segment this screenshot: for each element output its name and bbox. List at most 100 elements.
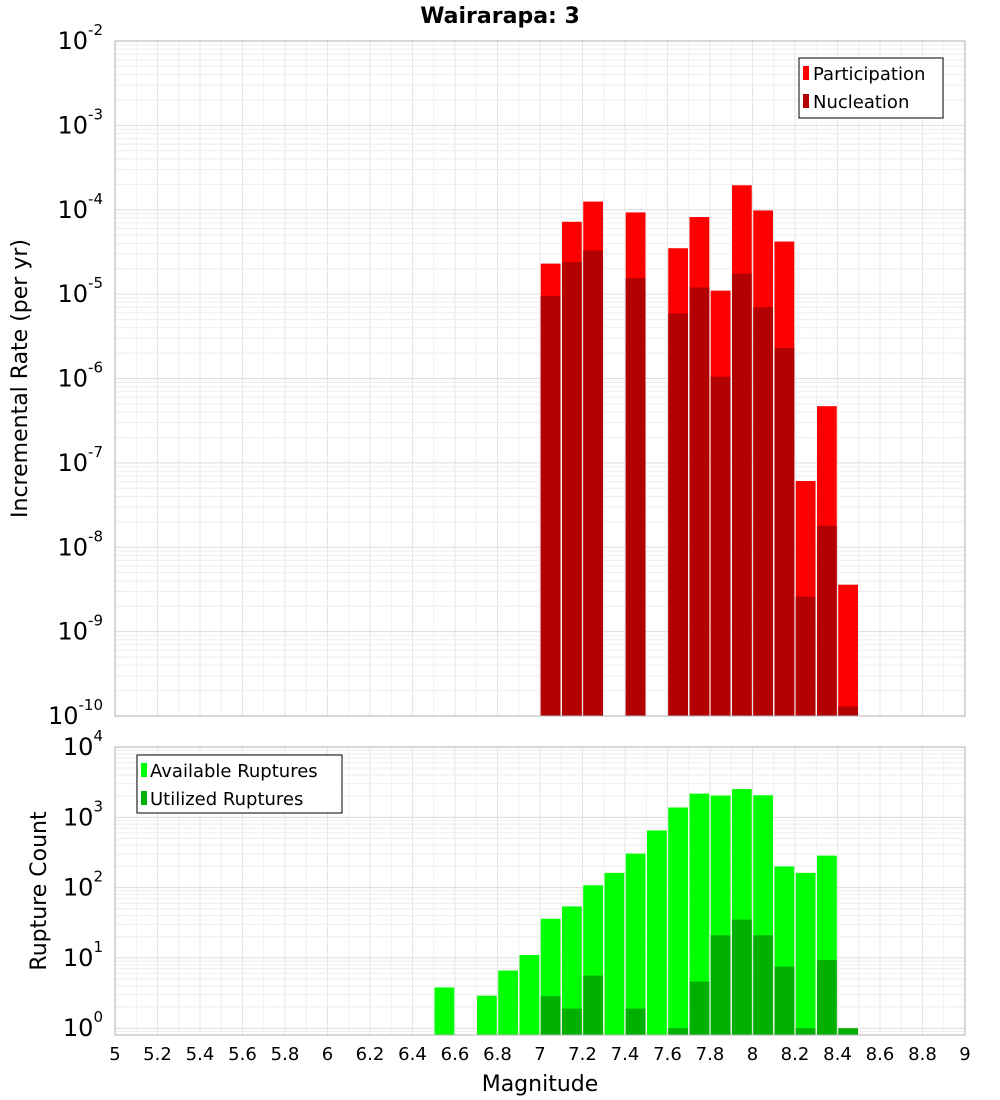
x-tick-label: 7.6: [653, 1044, 682, 1065]
bar-participation: [838, 584, 859, 716]
bar-nucleation: [795, 596, 816, 716]
bar-available-ruptures: [604, 872, 625, 1035]
x-tick-label: 8.2: [781, 1044, 810, 1065]
count-y-tick-label: 100: [63, 1008, 103, 1042]
x-tick-label: 7.4: [611, 1044, 640, 1065]
bar-available-ruptures: [625, 853, 646, 1035]
x-tick-label: 6.2: [356, 1044, 385, 1065]
x-tick-label: 5.6: [228, 1044, 257, 1065]
bar-available-ruptures: [689, 793, 710, 1035]
rate-y-ticks: 10-10 10-9 10-8 10-7 10-6 10-5 10-4 10-3 10-2: [48, 21, 103, 730]
x-tick-label: 6.6: [441, 1044, 470, 1065]
bar-nucleation: [816, 525, 837, 716]
bar-utilized-ruptures: [731, 919, 752, 1035]
bar-nucleation: [625, 278, 646, 716]
bar-available-ruptures: [434, 987, 455, 1035]
bar-nucleation: [774, 347, 795, 716]
rate-grid: [114, 40, 966, 717]
x-tick-label: 8.4: [823, 1044, 852, 1065]
x-tick-label: 6.4: [398, 1044, 427, 1065]
bar-nucleation: [668, 313, 689, 716]
x-axis-label: Magnitude: [482, 1072, 599, 1097]
bar-available-ruptures: [561, 906, 582, 1035]
legend-swatch-utilized-ruptures: [141, 791, 147, 805]
x-tick-label: 8: [747, 1044, 758, 1065]
x-tick-label: 8.8: [908, 1044, 937, 1065]
x-tick-label: 8.6: [866, 1044, 895, 1065]
bar-utilized-ruptures: [753, 935, 774, 1035]
count-legend: Available Ruptures Utilized Ruptures: [136, 754, 343, 814]
bar-utilized-ruptures: [668, 1028, 689, 1035]
count-y-tick-label: 102: [63, 868, 103, 902]
rate-y-tick-label: 10-10: [48, 696, 103, 730]
bar-utilized-ruptures: [583, 975, 604, 1035]
count-bars: [434, 789, 859, 1035]
bar-utilized-ruptures: [689, 981, 710, 1035]
bar-available-ruptures: [668, 807, 689, 1035]
bar-utilized-ruptures: [540, 996, 561, 1035]
x-tick-labels: 5 5.2 5.4 5.6 5.8 6 6.2 6.4 6.6 6.8 7 7.2 7.4 7.6 7.8 8…: [109, 1044, 970, 1065]
bar-available-ruptures: [519, 954, 540, 1035]
x-tick-label: 7: [534, 1044, 545, 1065]
count-panel: 100 101 102 103 104 5 5.2 5.4 5.6 5.8 6 6.2 6.4 6.6 6…: [27, 727, 971, 1097]
x-tick-label: 5.8: [271, 1044, 300, 1065]
rate-y-tick-label: 10-2: [57, 21, 103, 55]
x-tick-label: 5.2: [143, 1044, 172, 1065]
legend-swatch-nucleation: [803, 94, 809, 108]
x-tick-label: 9: [959, 1044, 970, 1065]
chart-title: Wairarapa: 3: [420, 4, 580, 29]
bar-nucleation: [710, 376, 731, 716]
x-tick-label: 6: [322, 1044, 333, 1065]
legend-label-nucleation: Nucleation: [813, 92, 909, 113]
rate-y-tick-label: 10-7: [57, 443, 103, 477]
count-plot-frame: [114, 746, 966, 1036]
count-y-tick-label: 104: [63, 727, 103, 761]
count-legend-box: [136, 754, 343, 814]
bar-utilized-ruptures: [710, 935, 731, 1035]
rate-legend-box: [798, 57, 944, 119]
count-y-tick-label: 103: [63, 797, 103, 831]
bar-available-ruptures: [498, 970, 519, 1035]
rate-bars: [540, 185, 859, 717]
rate-y-axis-label: Incremental Rate (per yr): [8, 239, 33, 518]
x-tick-label: 5.4: [186, 1044, 215, 1065]
rate-y-tick-label: 10-8: [57, 527, 103, 561]
x-tick-label: 7.2: [568, 1044, 597, 1065]
rate-y-tick-label: 10-6: [57, 359, 103, 393]
rate-plot-frame: [114, 40, 966, 717]
bar-available-ruptures: [476, 995, 497, 1035]
count-y-tick-label: 101: [63, 938, 103, 972]
legend-label-utilized-ruptures: Utilized Ruptures: [150, 789, 303, 810]
bar-utilized-ruptures: [838, 1028, 859, 1035]
bar-nucleation: [561, 262, 582, 716]
bar-utilized-ruptures: [795, 1028, 816, 1035]
x-tick-label: 5: [109, 1044, 120, 1065]
bar-utilized-ruptures: [561, 1008, 582, 1035]
count-y-axis-label: Rupture Count: [27, 811, 52, 971]
bar-utilized-ruptures: [625, 1008, 646, 1035]
bar-utilized-ruptures: [816, 960, 837, 1035]
rate-y-tick-label: 10-4: [57, 190, 103, 224]
legend-label-available-ruptures: Available Ruptures: [150, 761, 318, 782]
legend-swatch-participation: [803, 66, 809, 80]
rate-y-tick-label: 10-3: [57, 105, 103, 139]
bar-nucleation: [689, 287, 710, 716]
bar-available-ruptures: [795, 872, 816, 1035]
rate-legend: Participation Nucleation: [798, 57, 944, 119]
x-tick-label: 6.8: [483, 1044, 512, 1065]
bar-utilized-ruptures: [774, 966, 795, 1035]
bar-nucleation: [838, 706, 859, 716]
rate-panel: 10-10 10-9 10-8 10-7 10-6 10-5 10-4 10-3 10-2 In…: [8, 21, 966, 730]
x-tick-label: 7.8: [696, 1044, 725, 1065]
legend-swatch-available-ruptures: [141, 763, 147, 777]
bar-available-ruptures: [646, 830, 667, 1035]
count-y-ticks: 100 101 102 103 104: [63, 727, 103, 1042]
bar-nucleation: [753, 307, 774, 716]
bar-nucleation: [540, 296, 561, 716]
rate-y-tick-label: 10-9: [57, 612, 103, 646]
rate-y-tick-label: 10-5: [57, 274, 103, 308]
bar-nucleation: [583, 250, 604, 717]
legend-label-participation: Participation: [813, 64, 925, 85]
